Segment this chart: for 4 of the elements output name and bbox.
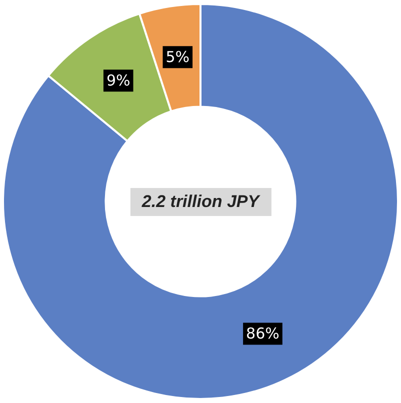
data-label: 5% xyxy=(166,48,190,66)
text: 2.2 trillion JPY xyxy=(130,188,272,216)
data-label: 86% xyxy=(246,324,280,343)
data-label: 9% xyxy=(106,72,130,90)
